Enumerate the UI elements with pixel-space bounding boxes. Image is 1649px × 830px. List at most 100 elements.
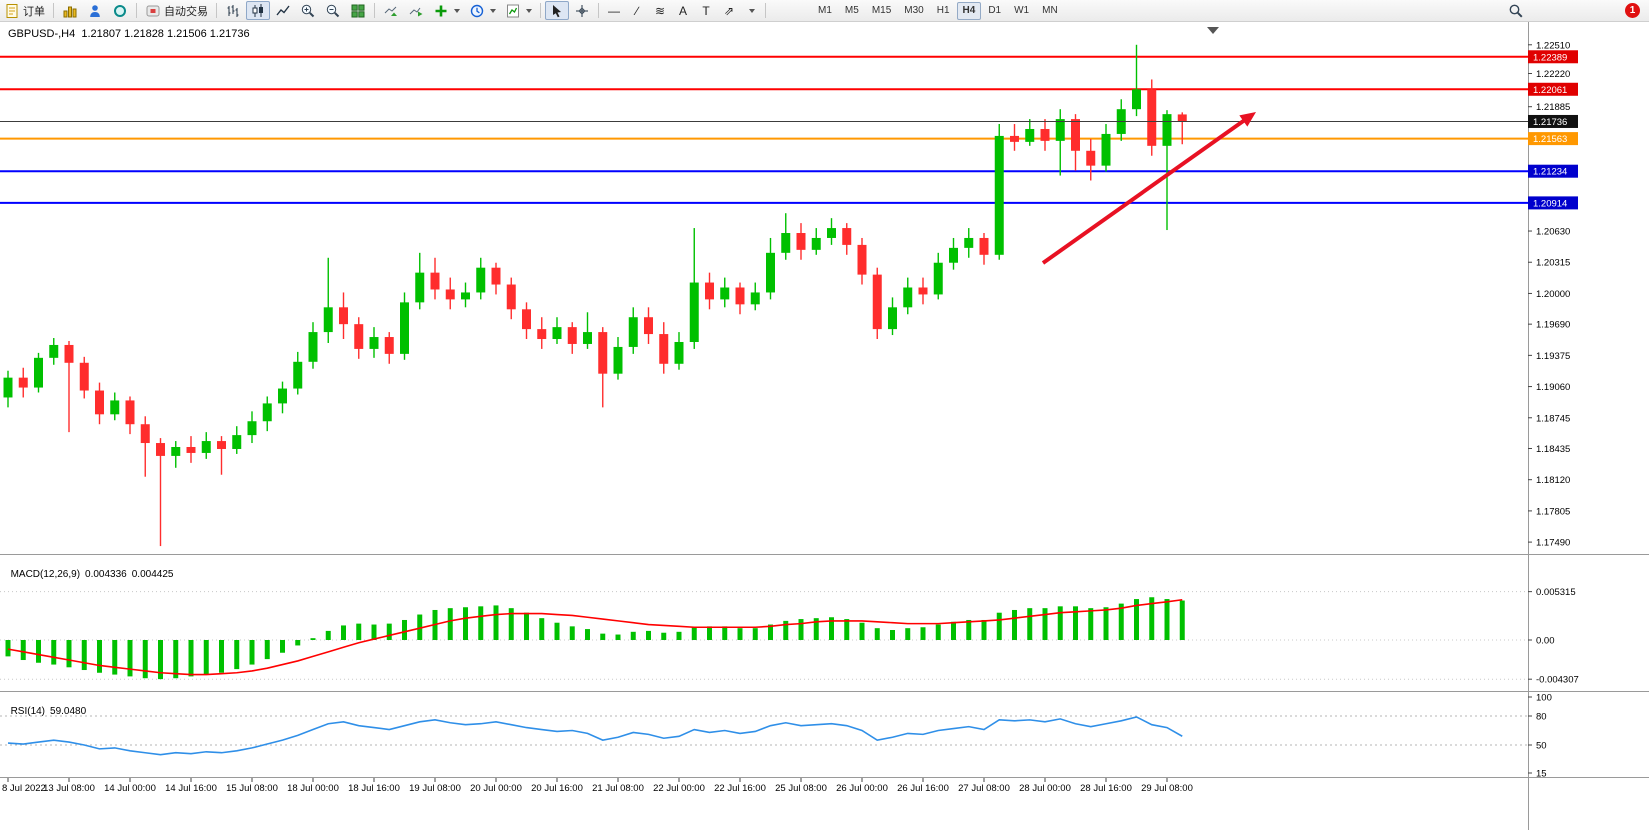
- timeframe-d1[interactable]: D1: [988, 5, 1002, 16]
- candle-body: [872, 274, 882, 330]
- tile-windows-icon: [351, 4, 365, 17]
- candles-chart-button[interactable]: [246, 1, 270, 20]
- candle-body: [247, 421, 257, 436]
- timeframe-group: M1 M5 M15 M30 H1 H4 D1 W1 MN: [812, 1, 1064, 20]
- time-axis-label: 8 Jul 2022: [2, 783, 46, 794]
- time-axis-label: 25 Jul 08:00: [775, 783, 827, 794]
- horizontal-line-tool[interactable]: —: [608, 3, 620, 18]
- candle-body: [140, 424, 150, 444]
- time-axis-label: 19 Jul 08:00: [409, 783, 461, 794]
- new-order-button[interactable]: 订单: [0, 1, 49, 20]
- macd-value-2: 0.004425: [131, 569, 174, 580]
- timeframe-m5[interactable]: M5: [844, 5, 859, 16]
- arrows-tool[interactable]: ⇗: [723, 3, 735, 18]
- profiles-button[interactable]: [83, 1, 107, 20]
- candle-body: [64, 344, 74, 363]
- tile-windows-button[interactable]: [346, 1, 370, 20]
- data-window-icon: [114, 4, 126, 17]
- time-axis-label: 21 Jul 08:00: [592, 783, 644, 794]
- chart-shift-marker[interactable]: [1207, 27, 1219, 34]
- candle-body: [613, 346, 623, 374]
- candle-body: [1025, 128, 1035, 142]
- chevron-down-icon: [526, 8, 532, 13]
- new-order-icon: [6, 3, 18, 18]
- macd-signal-line: [7, 598, 1183, 676]
- candle-body: [796, 233, 806, 250]
- crosshair-button[interactable]: [570, 1, 594, 20]
- templates-button[interactable]: [501, 1, 536, 20]
- timeframe-m1[interactable]: M1: [818, 5, 832, 16]
- line-chart-button[interactable]: [271, 1, 295, 20]
- price-axis-label: 1.22220: [1536, 69, 1570, 80]
- bars-chart-button[interactable]: [221, 1, 245, 20]
- trendline-tool[interactable]: ∕: [635, 3, 638, 18]
- timeframe-h1[interactable]: H1: [936, 5, 950, 16]
- rsi-value: 59.0480: [50, 706, 87, 717]
- rsi-indicator-label: RSI(14) 59.0480: [5, 695, 91, 717]
- rsi-line: [7, 716, 1183, 756]
- candle-body: [186, 446, 196, 453]
- candle-body: [888, 307, 897, 330]
- price-axis-label: 1.18435: [1536, 444, 1570, 455]
- auto-scroll-button[interactable]: [379, 1, 403, 20]
- candle-body: [949, 247, 958, 263]
- candle-body: [659, 334, 669, 364]
- toolbar-separator: [136, 3, 137, 18]
- price-badge: [1528, 82, 1578, 96]
- candle-body: [781, 233, 791, 253]
- candle-body: [766, 252, 775, 293]
- price-axis-label: 1.21885: [1536, 102, 1570, 113]
- trend-arrow[interactable]: [1041, 115, 1250, 265]
- timeframe-h4[interactable]: H4: [956, 1, 982, 20]
- candle-body: [811, 237, 821, 250]
- timeframe-w1[interactable]: W1: [1014, 5, 1030, 16]
- timeframe-m30[interactable]: M30: [904, 5, 924, 16]
- timeframe-mn[interactable]: MN: [1042, 5, 1058, 16]
- candle-body: [369, 337, 379, 349]
- periods-button[interactable]: [465, 1, 500, 20]
- candle-body: [3, 377, 13, 398]
- toolbar-separator: [765, 3, 766, 18]
- autotrading-button[interactable]: 自动交易: [141, 1, 212, 20]
- data-window-button[interactable]: [108, 1, 132, 20]
- zoom-in-button[interactable]: [296, 1, 320, 20]
- toolbar: 订单 自动交易: [0, 0, 1649, 22]
- chart-shift-icon: [409, 7, 423, 16]
- candle-body: [583, 332, 592, 344]
- candle-body: [1055, 119, 1065, 141]
- new-chart-button[interactable]: [58, 1, 82, 20]
- line-chart-icon: [276, 5, 290, 15]
- candle-body: [964, 237, 974, 248]
- macd-axis-label: -0.004307: [1536, 675, 1579, 686]
- candle-body: [171, 446, 181, 456]
- search-button[interactable]: [1504, 1, 1528, 20]
- time-axis-label: 15 Jul 08:00: [226, 783, 278, 794]
- arrows-dropdown-button[interactable]: [741, 1, 761, 20]
- notification-badge[interactable]: 1: [1625, 3, 1640, 18]
- chart-shift-button[interactable]: [404, 1, 428, 20]
- add-indicator-button[interactable]: [429, 1, 464, 20]
- crosshair-icon: [576, 4, 588, 17]
- timeframe-m15[interactable]: M15: [871, 5, 892, 16]
- candle-body: [842, 228, 852, 245]
- cursor-icon: [553, 4, 561, 17]
- toolbar-separator: [374, 3, 375, 18]
- text-label-tool[interactable]: T: [702, 3, 710, 18]
- text-tool[interactable]: A: [678, 3, 687, 18]
- macd-name: MACD(12,26,9): [10, 569, 81, 580]
- candle-body: [750, 292, 760, 305]
- cursor-button[interactable]: [545, 1, 569, 20]
- fibonacci-tool[interactable]: ≋: [654, 3, 666, 18]
- price-axis-label: 1.22510: [1536, 40, 1570, 51]
- toolbar-separator: [216, 3, 217, 18]
- zoom-out-button[interactable]: [321, 1, 345, 20]
- price-badge-text: 1.20914: [1533, 198, 1567, 209]
- candle-body: [537, 329, 547, 340]
- price-badge-text: 1.22061: [1533, 85, 1567, 96]
- price-axis-label: 1.20000: [1536, 289, 1570, 300]
- search-icon: [1509, 4, 1523, 18]
- candle-body: [994, 135, 1004, 255]
- zoom-in-icon: [301, 4, 315, 17]
- rsi-axis-label: 80: [1536, 711, 1547, 722]
